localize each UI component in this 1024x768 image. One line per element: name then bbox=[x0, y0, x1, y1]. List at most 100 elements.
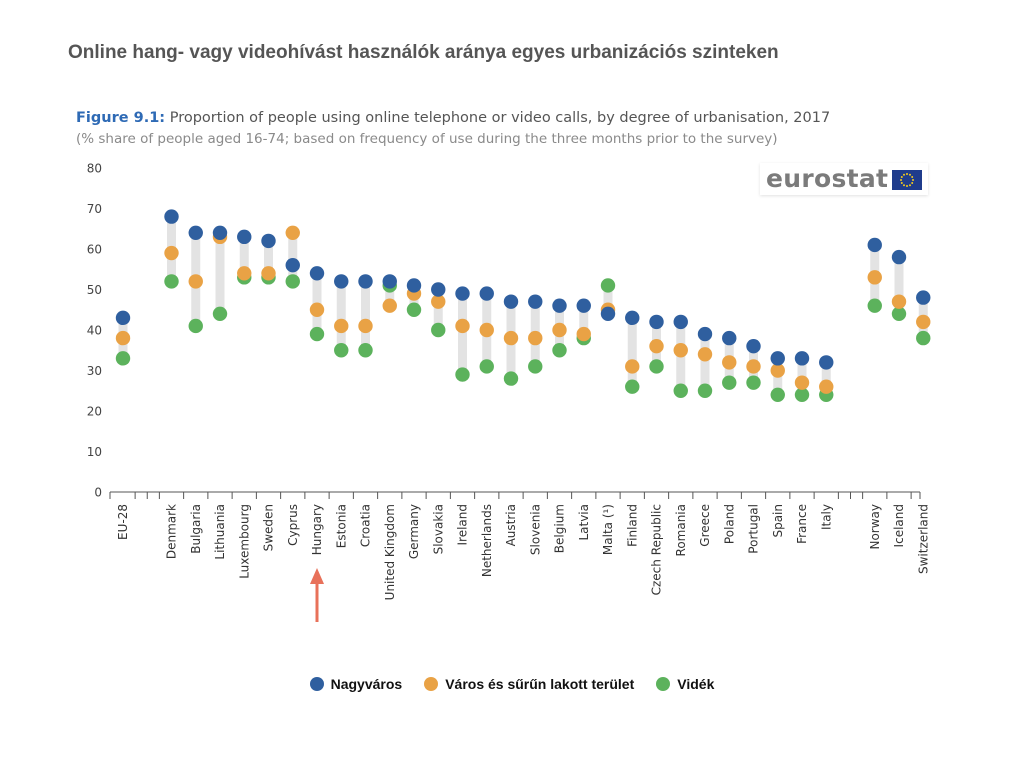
data-point-nagyvaros bbox=[819, 355, 834, 370]
x-tick-label: Austria bbox=[504, 504, 518, 546]
data-point-nagyvaros bbox=[261, 233, 276, 249]
x-tick-label: Slovenia bbox=[528, 504, 542, 555]
data-point-varos bbox=[237, 266, 252, 281]
data-point-varos bbox=[625, 359, 640, 374]
data-point-varos bbox=[358, 318, 373, 334]
highlight-arrow bbox=[310, 568, 324, 622]
data-point-videk bbox=[358, 343, 373, 358]
data-point-varos bbox=[576, 326, 591, 342]
x-tick-label: Slovakia bbox=[431, 504, 445, 554]
data-point-nagyvaros bbox=[722, 330, 737, 346]
y-tick-label: 60 bbox=[87, 243, 102, 257]
x-tick-label: Portugal bbox=[747, 504, 761, 554]
legend-item-nagyvaros: Nagyváros bbox=[309, 676, 403, 692]
data-point-videk bbox=[528, 359, 543, 374]
data-point-varos bbox=[164, 245, 179, 261]
x-tick-label: Greece bbox=[698, 504, 712, 547]
data-point-varos bbox=[261, 266, 276, 281]
point-layer bbox=[115, 209, 931, 402]
y-tick-label: 80 bbox=[87, 162, 102, 176]
legend-label: Nagyváros bbox=[330, 676, 403, 692]
data-point-nagyvaros bbox=[115, 310, 131, 326]
eurostat-logo: eurostat bbox=[760, 163, 928, 195]
data-point-varos bbox=[309, 302, 325, 317]
data-point-nagyvaros bbox=[891, 249, 907, 265]
data-point-videk bbox=[649, 359, 664, 374]
data-point-videk bbox=[746, 375, 761, 390]
data-point-nagyvaros bbox=[916, 290, 931, 305]
data-point-videk bbox=[722, 375, 737, 390]
data-point-videk bbox=[285, 274, 300, 289]
data-point-nagyvaros bbox=[285, 258, 300, 273]
x-tick-label: Belgium bbox=[553, 504, 567, 553]
data-point-varos bbox=[673, 343, 688, 358]
data-point-nagyvaros bbox=[455, 286, 470, 301]
x-tick-label: Estonia bbox=[334, 504, 348, 548]
data-point-nagyvaros bbox=[479, 286, 494, 301]
data-point-nagyvaros bbox=[673, 314, 688, 330]
data-point-varos bbox=[891, 294, 907, 309]
data-point-nagyvaros bbox=[164, 209, 179, 224]
slide-title: Online hang- vagy videohívást használók … bbox=[68, 42, 779, 63]
data-point-videk bbox=[406, 302, 422, 317]
data-point-nagyvaros bbox=[600, 306, 616, 321]
data-point-nagyvaros bbox=[867, 237, 882, 253]
data-point-nagyvaros bbox=[431, 282, 446, 297]
axis-layer: 0 10 20 30 40 50 60 70 80 bbox=[87, 162, 921, 500]
data-point-nagyvaros bbox=[503, 294, 519, 309]
data-point-videk bbox=[697, 383, 713, 398]
data-point-nagyvaros bbox=[576, 298, 591, 313]
data-point-varos bbox=[770, 363, 785, 378]
y-tick-label: 30 bbox=[87, 364, 102, 378]
x-tick-label: Netherlands bbox=[480, 504, 494, 577]
x-tick-label: Iceland bbox=[892, 504, 906, 547]
data-point-nagyvaros bbox=[794, 351, 810, 366]
data-point-nagyvaros bbox=[358, 274, 373, 289]
data-point-videk bbox=[334, 343, 349, 358]
data-point-nagyvaros bbox=[237, 229, 252, 245]
y-tick-label: 0 bbox=[94, 486, 102, 500]
data-point-videk bbox=[552, 343, 567, 358]
data-point-nagyvaros bbox=[625, 310, 640, 326]
data-point-nagyvaros bbox=[770, 351, 785, 366]
data-point-varos bbox=[334, 318, 349, 334]
x-tick-label: EU-28 bbox=[116, 504, 130, 540]
data-point-varos bbox=[867, 270, 882, 285]
legend-item-varos: Város és sűrűn lakott terület bbox=[424, 676, 634, 692]
data-point-varos bbox=[285, 225, 300, 240]
x-tick-label: Lithuania bbox=[213, 504, 227, 560]
eu-flag-icon bbox=[892, 170, 922, 190]
data-point-varos bbox=[503, 330, 519, 346]
x-tick-label: Cyprus bbox=[286, 504, 300, 546]
data-point-nagyvaros bbox=[382, 274, 397, 289]
x-tick-label: Croatia bbox=[359, 504, 373, 547]
y-tick-label: 40 bbox=[87, 324, 102, 338]
data-point-varos bbox=[794, 375, 810, 390]
legend-label: Vidék bbox=[677, 676, 715, 692]
x-tick-label: Finland bbox=[625, 504, 639, 547]
x-tick-label: Spain bbox=[771, 504, 785, 538]
data-point-varos bbox=[649, 339, 664, 354]
data-point-nagyvaros bbox=[334, 274, 349, 289]
data-point-varos bbox=[746, 359, 761, 374]
data-point-videk bbox=[503, 371, 519, 386]
data-point-videk bbox=[188, 318, 203, 334]
data-point-videk bbox=[916, 330, 931, 346]
data-point-varos bbox=[455, 318, 470, 334]
data-point-videk bbox=[770, 387, 785, 402]
x-tick-label: Norway bbox=[868, 504, 882, 550]
legend: Nagyváros Város és sűrűn lakott terület … bbox=[0, 676, 1024, 692]
data-point-varos bbox=[819, 379, 834, 394]
data-point-videk bbox=[431, 322, 446, 338]
data-point-videk bbox=[625, 379, 640, 394]
legend-label: Város és sűrűn lakott terület bbox=[445, 676, 635, 692]
data-point-nagyvaros bbox=[697, 326, 713, 342]
orange-dot-icon bbox=[424, 677, 439, 691]
data-point-videk bbox=[212, 306, 228, 321]
data-point-nagyvaros bbox=[309, 266, 325, 281]
data-point-varos bbox=[697, 347, 713, 362]
green-dot-icon bbox=[656, 677, 671, 691]
data-point-videk bbox=[115, 351, 131, 366]
blue-dot-icon bbox=[309, 677, 324, 691]
